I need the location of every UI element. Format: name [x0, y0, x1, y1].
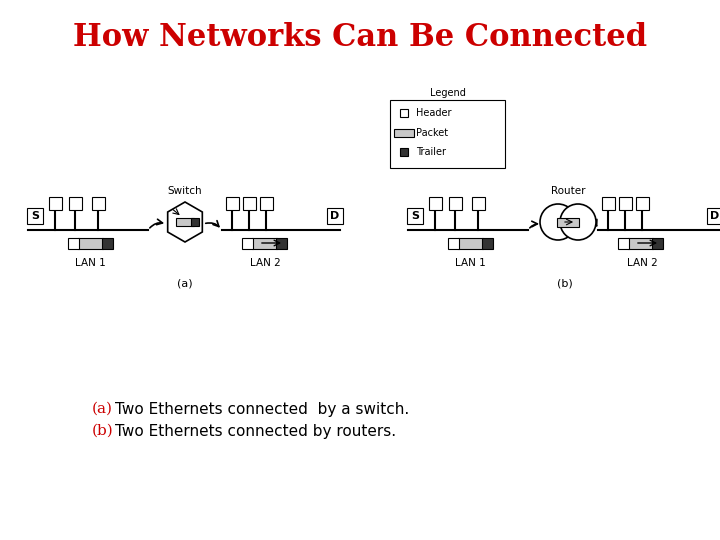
Bar	[251, 238, 276, 248]
Bar	[78, 238, 102, 248]
Text: Two Ethernets connected by routers.: Two Ethernets connected by routers.	[115, 424, 396, 439]
Text: How Networks Can Be Connected: How Networks Can Be Connected	[73, 22, 647, 53]
Text: LAN 1: LAN 1	[454, 258, 485, 268]
Bar	[601, 197, 614, 210]
Bar	[618, 197, 631, 210]
Bar	[618, 238, 629, 248]
Bar	[557, 218, 579, 226]
Bar	[407, 208, 423, 224]
Text: Legend: Legend	[430, 88, 465, 98]
Polygon shape	[168, 202, 202, 242]
Bar	[225, 197, 238, 210]
Bar	[48, 197, 61, 210]
Bar	[102, 238, 112, 248]
Bar	[628, 238, 652, 248]
Text: S: S	[411, 211, 419, 221]
Text: Two Ethernets connected  by a switch.: Two Ethernets connected by a switch.	[115, 402, 409, 417]
Text: D: D	[711, 211, 719, 221]
Text: LAN 2: LAN 2	[626, 258, 657, 268]
Text: (a): (a)	[177, 278, 193, 288]
Bar	[259, 197, 272, 210]
Text: (b): (b)	[92, 424, 114, 438]
Bar	[394, 129, 414, 137]
Circle shape	[560, 204, 596, 240]
Bar	[27, 208, 43, 224]
Bar	[400, 109, 408, 117]
Bar	[276, 238, 287, 248]
Text: (b): (b)	[557, 278, 573, 288]
Bar	[472, 197, 485, 210]
Bar	[457, 238, 482, 248]
Text: Header: Header	[416, 108, 451, 118]
Bar	[390, 100, 505, 168]
Bar	[652, 238, 662, 248]
Bar	[449, 197, 462, 210]
Bar	[428, 197, 441, 210]
Bar	[707, 208, 720, 224]
Text: S: S	[31, 211, 39, 221]
Bar	[400, 148, 408, 156]
Text: LAN 1: LAN 1	[75, 258, 105, 268]
Bar	[68, 197, 81, 210]
Bar	[68, 238, 78, 248]
Bar	[241, 238, 253, 248]
Text: Switch: Switch	[168, 186, 202, 196]
Text: (a): (a)	[92, 402, 113, 416]
Text: Router: Router	[551, 186, 585, 196]
Bar	[482, 238, 492, 248]
Text: Packet: Packet	[416, 128, 448, 138]
Bar	[327, 208, 343, 224]
Text: LAN 2: LAN 2	[250, 258, 280, 268]
Text: D: D	[330, 211, 340, 221]
Bar	[91, 197, 104, 210]
Circle shape	[540, 204, 576, 240]
Bar	[636, 197, 649, 210]
Bar	[243, 197, 256, 210]
Text: Trailer: Trailer	[416, 147, 446, 157]
Bar	[191, 218, 199, 226]
Bar	[448, 238, 459, 248]
Bar	[176, 218, 194, 226]
